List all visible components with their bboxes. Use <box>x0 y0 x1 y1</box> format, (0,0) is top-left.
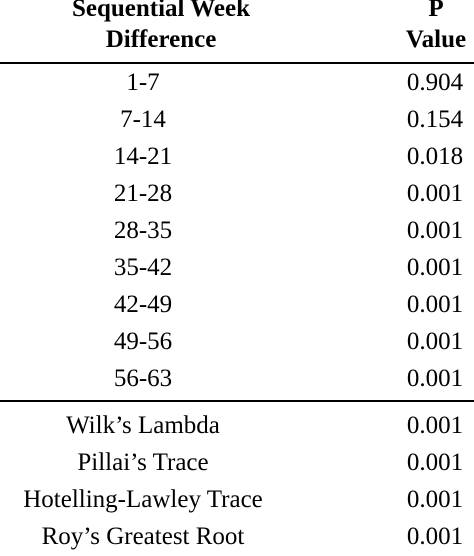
p-value-cell: 0.001 <box>406 412 464 439</box>
week-difference-cell: 56-63 <box>113 365 173 392</box>
table-row: 49-56 0.001 <box>0 323 474 360</box>
p-value-cell: 0.904 <box>406 69 464 96</box>
p-value-cell: 0.001 <box>406 217 464 244</box>
p-value-cell: 0.154 <box>406 106 464 133</box>
p-value-cell: 0.001 <box>406 254 464 281</box>
table-row: 28-35 0.001 <box>0 212 474 249</box>
p-value-cell: 0.001 <box>406 180 464 207</box>
week-difference-cell: 21-28 <box>113 180 173 207</box>
table-row: Hotelling-Lawley Trace 0.001 <box>0 481 474 518</box>
test-name-cell: Hotelling-Lawley Trace <box>23 486 263 513</box>
p-value-cell: 0.001 <box>406 365 464 392</box>
p-value-cell: 0.001 <box>406 291 464 318</box>
week-difference-cell: 1-7 <box>126 69 160 96</box>
test-name-cell: Wilk’s Lambda <box>66 412 220 439</box>
table-row: 21-28 0.001 <box>0 175 474 212</box>
header-p-value-line1: P <box>428 0 444 22</box>
table-row: 7-14 0.154 <box>0 101 474 138</box>
week-difference-cell: 7-14 <box>120 106 166 133</box>
header-p-value: P Value <box>386 0 474 55</box>
table-row: Wilk’s Lambda 0.001 <box>0 407 474 444</box>
header-p-value-line2: Value <box>405 26 467 53</box>
week-difference-cell: 14-21 <box>113 143 173 170</box>
week-difference-cell: 49-56 <box>113 328 173 355</box>
p-value-cell: 0.001 <box>406 486 464 513</box>
table-row: 35-42 0.001 <box>0 249 474 286</box>
table-row: 1-7 0.904 <box>0 64 474 101</box>
p-value-cell: 0.001 <box>406 328 464 355</box>
week-difference-cell: 28-35 <box>113 217 173 244</box>
week-difference-cell: 42-49 <box>113 291 173 318</box>
table-row: Roy’s Greatest Root 0.001 <box>0 518 474 555</box>
p-value-cell: 0.001 <box>406 449 464 476</box>
p-value-cell: 0.001 <box>406 523 464 550</box>
header-difference-line1: Sequential Week <box>71 0 251 22</box>
table-row: 42-49 0.001 <box>0 286 474 323</box>
header-difference: Sequential Week Difference <box>0 0 322 55</box>
test-name-cell: Pillai’s Trace <box>77 449 209 476</box>
header-difference-line2: Difference <box>105 26 217 53</box>
table-row: Pillai’s Trace 0.001 <box>0 444 474 481</box>
p-value-cell: 0.018 <box>406 143 464 170</box>
section-rule <box>0 400 474 402</box>
header-rule <box>0 62 474 64</box>
table-row: 56-63 0.001 <box>0 360 474 397</box>
week-difference-cell: 35-42 <box>113 254 173 281</box>
table-row: 14-21 0.018 <box>0 138 474 175</box>
table-header: Sequential Week Difference P Value <box>0 0 474 62</box>
test-name-cell: Roy’s Greatest Root <box>41 523 245 550</box>
